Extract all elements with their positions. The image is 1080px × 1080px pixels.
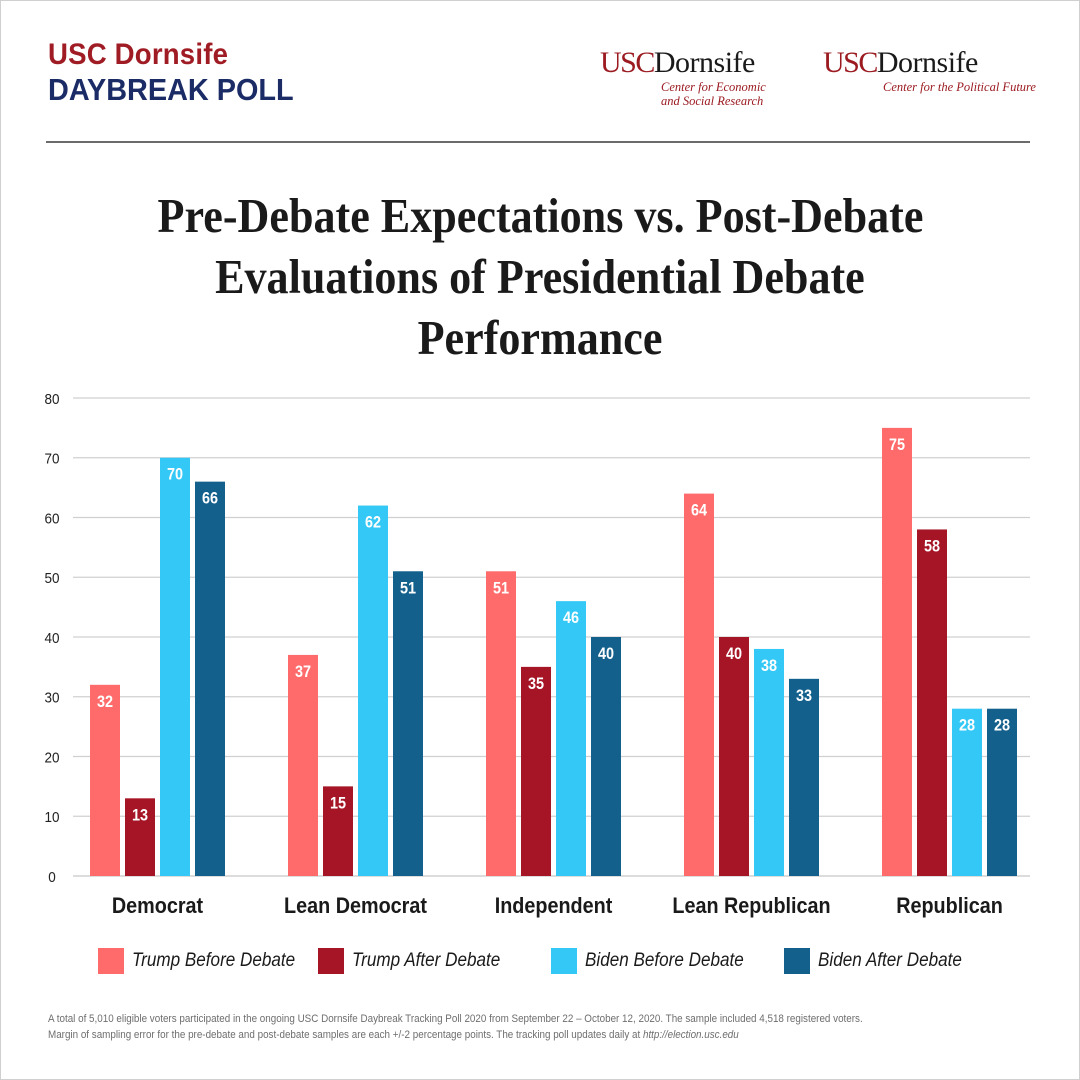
bar-value-label: 32 bbox=[97, 693, 113, 711]
bar-value-label: 40 bbox=[726, 645, 742, 663]
y-tick-label: 60 bbox=[44, 511, 59, 528]
logo-subtitle: Center for Economic bbox=[661, 80, 766, 94]
logo-subtitle: Center for the Political Future bbox=[883, 80, 1036, 94]
logo-dornsife-text: Dornsife bbox=[653, 46, 755, 79]
bar-value-label: 51 bbox=[493, 579, 509, 597]
poll-website-link[interactable]: http://election.usc.edu bbox=[642, 1029, 739, 1041]
bar-value-label: 46 bbox=[563, 609, 579, 627]
legend-swatch bbox=[784, 948, 810, 974]
bar bbox=[195, 481, 225, 876]
legend-item-biden-before: Biden Before Debate bbox=[551, 948, 784, 974]
y-tick-label: 30 bbox=[44, 690, 59, 707]
x-category-label: Lean Democrat bbox=[284, 894, 427, 918]
logo-center-political-future: USCDornsife Center for the Political Fut… bbox=[823, 46, 1036, 94]
y-tick-label: 20 bbox=[44, 750, 59, 767]
bar-layer bbox=[90, 427, 1017, 876]
bar-value-label: 38 bbox=[761, 657, 777, 675]
bar bbox=[486, 571, 516, 876]
legend-label: Trump After Debate bbox=[352, 950, 501, 971]
footnote-line-2: Margin of sampling error for the pre-deb… bbox=[48, 1027, 928, 1043]
chart-title-line: Pre-Debate Expectations vs. Post-Debate bbox=[157, 188, 923, 243]
legend-swatch bbox=[98, 948, 124, 974]
logo-usc-text: USC bbox=[600, 46, 655, 79]
bar bbox=[591, 637, 621, 876]
y-tick-label: 10 bbox=[44, 810, 59, 827]
y-tick-label: 80 bbox=[44, 391, 59, 408]
legend-item-biden-after: Biden After Debate bbox=[784, 948, 1004, 974]
y-tick-label: 70 bbox=[44, 451, 59, 468]
bar bbox=[754, 648, 784, 876]
footnote-line-1: A total of 5,010 eligible voters partici… bbox=[48, 1013, 863, 1025]
y-tick-label: 50 bbox=[44, 571, 59, 588]
x-category-label: Democrat bbox=[112, 894, 203, 918]
bar-value-label: 13 bbox=[132, 806, 148, 824]
bar bbox=[90, 684, 120, 876]
daybreak-poll-brand: USC Dornsife DAYBREAK POLL bbox=[48, 38, 312, 108]
x-category-label: Independent bbox=[495, 894, 613, 918]
grid-layer: 0 10 20 30 40 50 60 70 80 bbox=[44, 391, 1030, 886]
bar-value-label: 15 bbox=[330, 794, 346, 812]
legend-label: Biden After Debate bbox=[818, 950, 962, 971]
bar bbox=[323, 786, 353, 876]
legend-swatch bbox=[551, 948, 577, 974]
x-category-label: Republican bbox=[896, 894, 1003, 918]
legend-label: Biden Before Debate bbox=[585, 950, 744, 971]
legend-item-trump-after: Trump After Debate bbox=[318, 948, 551, 974]
bar bbox=[917, 529, 947, 876]
bar bbox=[789, 678, 819, 876]
logo-subtitle: and Social Research bbox=[661, 94, 764, 108]
bar-value-label: 28 bbox=[994, 717, 1010, 735]
y-tick-label: 0 bbox=[48, 869, 56, 886]
x-category-label: Lean Republican bbox=[672, 894, 830, 918]
bar-value-label: 70 bbox=[167, 466, 183, 484]
bar-value-label: 35 bbox=[528, 675, 544, 693]
bar-value-label: 37 bbox=[295, 663, 311, 681]
bar-value-label: 64 bbox=[691, 502, 707, 520]
logo-center-economic-social-research: USCDornsife Center for Economic and Soci… bbox=[600, 46, 766, 108]
brand-line-usc-dornsife: USC Dornsife bbox=[48, 38, 229, 71]
bar bbox=[521, 666, 551, 876]
chart-title-line: Performance bbox=[417, 310, 663, 365]
bar-value-label: 51 bbox=[400, 579, 416, 597]
bar-value-label: 75 bbox=[889, 436, 905, 454]
footnote: A total of 5,010 eligible voters partici… bbox=[48, 1011, 1048, 1043]
logo-usc-text: USC bbox=[823, 46, 878, 79]
bar-value-label: 33 bbox=[796, 687, 812, 705]
chart-legend: Trump Before Debate Trump After Debate B… bbox=[98, 948, 1004, 974]
bar-value-label: 66 bbox=[202, 490, 218, 508]
brand-line-daybreak-poll: DAYBREAK POLL bbox=[48, 72, 294, 107]
bar bbox=[556, 601, 586, 876]
chart-title-line: Evaluations of Presidential Debate bbox=[215, 249, 865, 304]
bar bbox=[160, 457, 190, 876]
label-layer: 32 13 70 66 Democrat 37 15 62 51 Lean Democrat 51 3… bbox=[97, 436, 1010, 918]
bar bbox=[288, 654, 318, 876]
bar bbox=[125, 798, 155, 876]
bar-value-label: 40 bbox=[598, 645, 614, 663]
bar-value-label: 62 bbox=[365, 514, 381, 532]
bar bbox=[684, 493, 714, 876]
bar bbox=[719, 637, 749, 876]
legend-label: Trump Before Debate bbox=[132, 950, 296, 971]
logo-dornsife-text: Dornsife bbox=[876, 46, 978, 79]
bar-value-label: 58 bbox=[924, 537, 940, 555]
bar-value-label: 28 bbox=[959, 717, 975, 735]
bar bbox=[358, 505, 388, 876]
header-divider bbox=[46, 141, 1030, 143]
bar bbox=[952, 708, 982, 876]
legend-item-trump-before: Trump Before Debate bbox=[98, 948, 318, 974]
bar-chart: 0 10 20 30 40 50 60 70 80 32 13 70 66 Democrat 37 15 62… bbox=[44, 391, 1030, 918]
bar bbox=[882, 427, 912, 876]
bar bbox=[393, 571, 423, 876]
chart-title: Pre-Debate Expectations vs. Post-Debate … bbox=[40, 185, 1040, 368]
legend-swatch bbox=[318, 948, 344, 974]
footnote-line-2-text: Margin of sampling error for the pre-deb… bbox=[48, 1029, 643, 1041]
bar bbox=[987, 708, 1017, 876]
y-tick-label: 40 bbox=[44, 630, 59, 647]
